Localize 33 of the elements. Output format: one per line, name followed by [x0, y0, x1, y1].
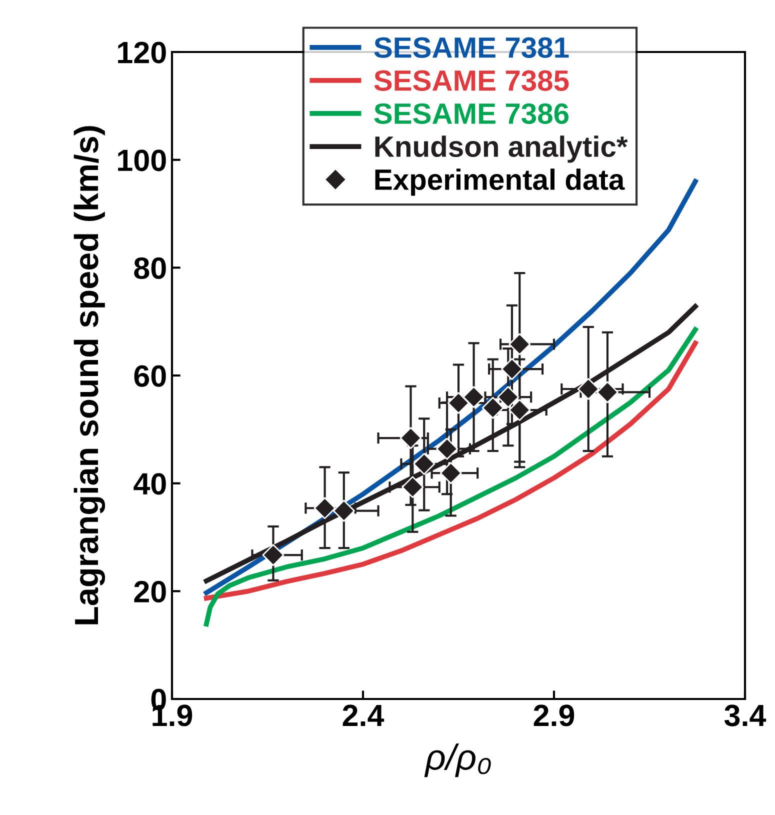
y-tick-label: 80 — [134, 257, 166, 280]
point — [596, 381, 618, 404]
point — [400, 427, 422, 450]
point — [332, 500, 355, 522]
x-axis-title: ρ/ρ₀ — [424, 743, 491, 778]
y-tick-label: 20 — [134, 580, 166, 603]
point — [314, 497, 336, 520]
legend-label: SESAME 7385 — [374, 70, 569, 91]
line-series — [204, 304, 698, 584]
y-tick-label: 40 — [134, 473, 166, 495]
y-tick-label: 60 — [134, 365, 166, 387]
y-tick-label: 100 — [118, 150, 166, 172]
point — [508, 399, 531, 421]
legend-label: SESAME 7386 — [374, 103, 568, 124]
point — [577, 378, 600, 400]
y-axis-title: Lagrangian sound speed (km/s) — [74, 126, 106, 624]
x-tick-label: 2.4 — [342, 704, 384, 726]
legend-label: Knudson analytic* — [375, 136, 628, 163]
legend-label: SESAME 7381 — [374, 37, 569, 58]
point — [262, 544, 284, 566]
point — [497, 386, 520, 408]
point — [413, 452, 436, 475]
point — [402, 476, 424, 498]
x-tick-label: 3.4 — [724, 704, 766, 726]
point — [436, 438, 458, 460]
point — [500, 358, 523, 380]
point — [508, 333, 531, 356]
x-tick-label: 2.9 — [534, 704, 574, 726]
point — [482, 396, 504, 419]
y-tick-label: 120 — [118, 42, 166, 64]
point — [440, 462, 462, 484]
legend-label: Experimental data — [375, 168, 625, 196]
point — [462, 386, 485, 408]
